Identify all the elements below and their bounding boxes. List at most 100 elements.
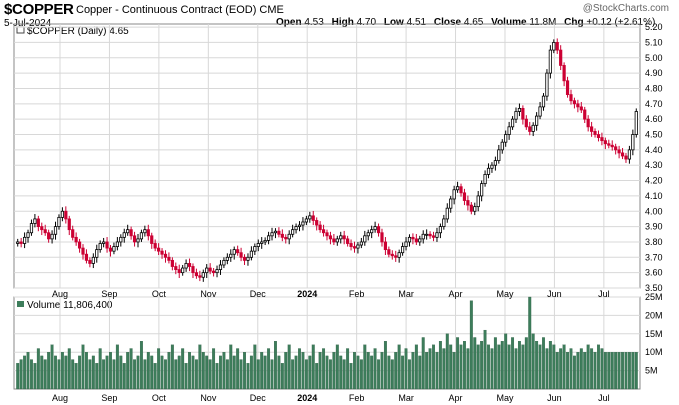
volume-bar bbox=[194, 359, 198, 390]
volume-bar bbox=[579, 348, 583, 390]
candle-body bbox=[284, 236, 288, 240]
candle-body bbox=[524, 118, 528, 128]
volume-bar bbox=[562, 344, 566, 390]
volume-bar bbox=[201, 352, 205, 390]
volume-bar bbox=[322, 348, 326, 390]
candle-body bbox=[146, 229, 150, 237]
volume-bar bbox=[219, 355, 222, 390]
candle-body bbox=[136, 238, 140, 243]
candle-body bbox=[445, 207, 449, 220]
volume-bar bbox=[256, 359, 260, 390]
candle-body bbox=[225, 256, 229, 261]
volume-bar bbox=[19, 359, 23, 390]
volume-bar bbox=[50, 344, 54, 390]
candle-body bbox=[81, 247, 85, 255]
volume-bar bbox=[170, 344, 174, 390]
volume-bar bbox=[274, 341, 277, 390]
candle-body bbox=[401, 246, 405, 254]
candle-body bbox=[242, 256, 247, 261]
volume-bar bbox=[212, 348, 216, 390]
volume-bar bbox=[23, 355, 27, 390]
volume-bar bbox=[555, 352, 559, 390]
candle-body bbox=[211, 270, 216, 274]
candle-body bbox=[438, 226, 443, 234]
candle-body bbox=[510, 118, 515, 128]
volume-bar bbox=[442, 348, 446, 390]
candle-body bbox=[383, 241, 388, 251]
candle-body bbox=[404, 241, 408, 247]
candle-body bbox=[91, 256, 95, 264]
candle-body bbox=[33, 218, 37, 224]
volume-bar bbox=[239, 359, 243, 390]
candle-body bbox=[60, 210, 64, 218]
volume-label: Volume bbox=[491, 17, 527, 28]
candle-body bbox=[16, 241, 20, 244]
volume-bar bbox=[342, 359, 346, 390]
month-label-volume: Aug bbox=[52, 393, 68, 403]
volume-bar bbox=[583, 352, 587, 390]
candle-body bbox=[562, 65, 566, 82]
candle-body bbox=[191, 266, 195, 274]
candle-body bbox=[469, 204, 473, 212]
candle-body bbox=[538, 106, 542, 117]
volume-bar bbox=[222, 352, 226, 390]
volume-bar bbox=[126, 352, 130, 390]
volume-bar bbox=[401, 355, 405, 390]
volume-bar bbox=[387, 355, 391, 390]
volume-bar bbox=[263, 355, 267, 390]
volume-bar bbox=[394, 352, 398, 390]
volume-bar bbox=[411, 352, 415, 390]
volume-bar bbox=[71, 359, 75, 390]
volume-bar bbox=[531, 333, 535, 390]
volume-bar bbox=[129, 348, 133, 390]
candle-body bbox=[325, 232, 329, 237]
volume-axis-label: 25M bbox=[645, 292, 663, 302]
volume-bar bbox=[397, 344, 401, 390]
exchange-text: CME bbox=[259, 4, 284, 16]
candle-body bbox=[631, 134, 635, 151]
volume-bar bbox=[225, 359, 229, 390]
quote-summary: Open 4.53 High 4.70 Low 4.51 Close 4.65 … bbox=[276, 17, 660, 28]
candle-body bbox=[586, 118, 590, 128]
volume-bar bbox=[280, 363, 284, 390]
volume-bar bbox=[600, 348, 604, 390]
candle-body bbox=[373, 226, 377, 231]
month-label: Nov bbox=[200, 289, 217, 299]
volume-bar bbox=[370, 355, 374, 390]
volume-bar bbox=[593, 352, 597, 390]
candle-body bbox=[356, 244, 360, 249]
candle-body bbox=[531, 124, 535, 132]
candle-body bbox=[555, 42, 559, 51]
volume-bar bbox=[177, 355, 181, 390]
volume-bar bbox=[473, 337, 477, 390]
open-value: 4.53 bbox=[304, 17, 324, 28]
candle-body bbox=[29, 223, 34, 234]
volume-bar bbox=[236, 348, 240, 390]
candle-body bbox=[201, 272, 205, 278]
candle-body bbox=[514, 111, 518, 120]
candle-body bbox=[297, 224, 302, 228]
volume-bar bbox=[164, 359, 167, 390]
brand-watermark: @StockCharts.com bbox=[582, 3, 669, 14]
volume-bar bbox=[139, 341, 143, 390]
candle-body bbox=[579, 106, 583, 111]
volume-bar bbox=[308, 355, 312, 390]
month-label-volume: Apr bbox=[449, 393, 463, 403]
candle-body bbox=[617, 149, 621, 154]
volume-bar bbox=[493, 337, 497, 390]
volume-bar bbox=[359, 359, 363, 390]
volume-bar bbox=[246, 363, 250, 390]
volume-bar bbox=[383, 341, 387, 390]
volume-bar bbox=[112, 359, 116, 390]
price-axis-label: 4.70 bbox=[645, 99, 663, 109]
volume-bar bbox=[318, 352, 322, 390]
volume-bar bbox=[476, 344, 480, 390]
candle-body bbox=[603, 140, 607, 145]
candle-body bbox=[583, 109, 587, 120]
candle-body bbox=[119, 236, 123, 243]
candle-body bbox=[569, 94, 573, 102]
candle-body bbox=[610, 144, 614, 148]
volume-bar bbox=[78, 355, 82, 390]
candle-body bbox=[407, 236, 412, 243]
candle-body bbox=[26, 232, 30, 238]
